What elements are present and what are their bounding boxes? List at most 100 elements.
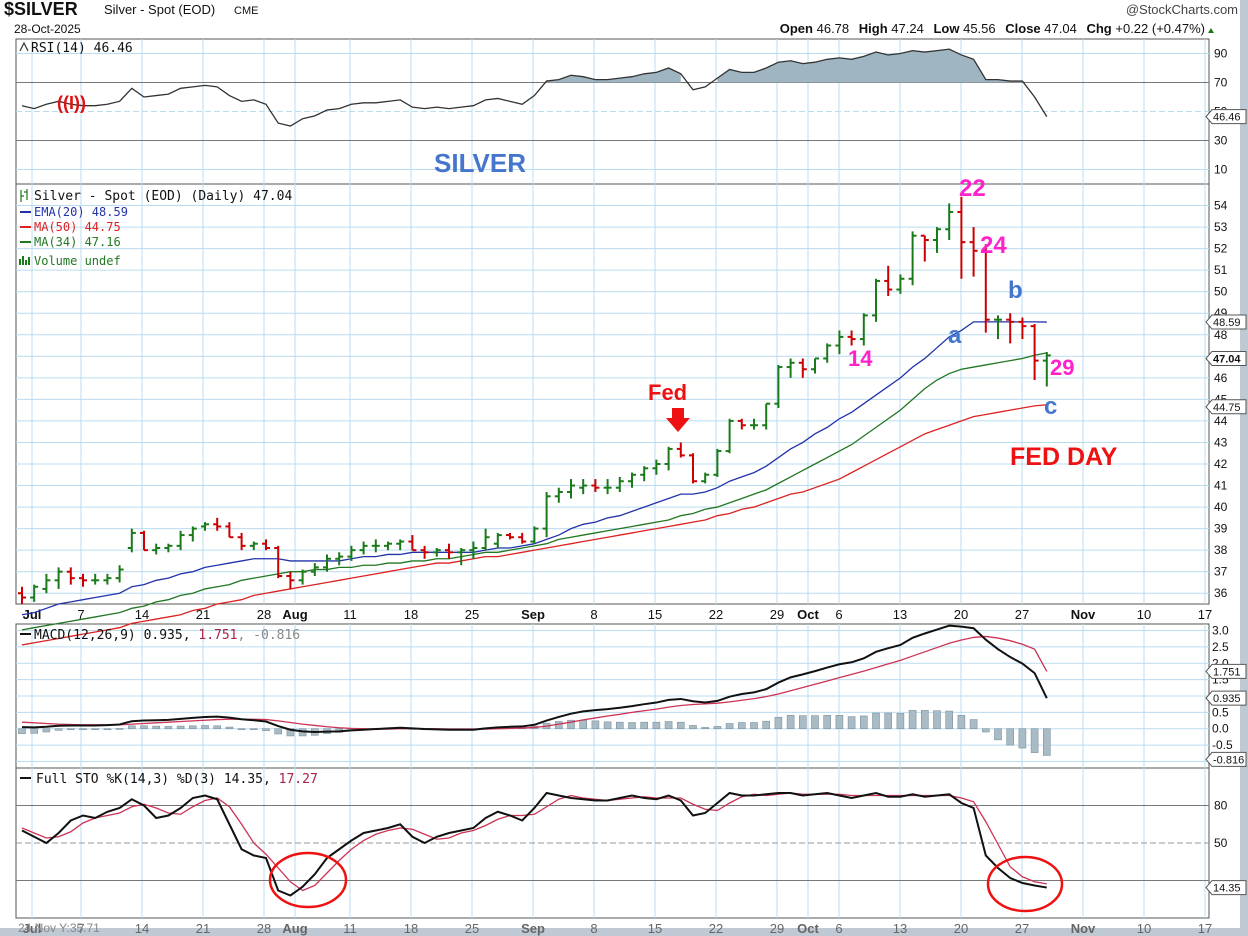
ohlc-bar [176,530,185,551]
ohlc-bar [713,448,722,477]
ohlc-bar [554,487,563,503]
macd-histogram-bar [896,713,905,730]
price-panel [15,183,1210,605]
annotations: ((I)) SILVER Fed FED DAY 22 24 14 29 a b… [57,93,1118,913]
label-29: 29 [1050,355,1074,380]
macd-histogram-bar [640,721,649,730]
price-tick-label: 38 [1214,543,1228,557]
macd-histogram-bar [786,715,795,730]
macd-histogram-bar [737,722,746,730]
ohlc-bar [908,231,917,286]
ohlc-bar [994,315,1002,340]
macd-histogram-bar [981,728,990,733]
sto-legend-a: Full STO %K(14,3) %D(3) 14.35, [36,772,279,787]
price-tick-label: 52 [1214,242,1228,256]
macd-histogram-bar [859,715,868,730]
macd-histogram-bar [237,728,246,731]
macd-histogram-bar [713,726,722,730]
ohlc-bar [1018,317,1027,340]
macd-histogram-bar [164,726,173,730]
price-tick-label: 53 [1214,220,1228,234]
header-date: 28-Oct-2025 [14,22,81,36]
ohlc-bar [469,541,478,559]
macd-histogram-bar [957,715,966,730]
price-tick-label: 36 [1214,586,1228,600]
rsi-chart [21,48,1048,127]
ohlc-bar [30,584,39,602]
ema-value-tag: 48.59 [1213,317,1241,329]
series-name: Silver - Spot (EOD) [104,2,215,17]
price-tick-label: 40 [1214,500,1228,514]
ohlc-bar [591,479,600,492]
ohlc-bar [445,543,453,559]
x-tick-label-bottom: 8 [590,921,597,936]
ohlc-bar [359,541,368,555]
x-tick-label: 29 [770,607,784,622]
ohlc-bar [1006,313,1015,344]
open-label: Open [780,21,813,36]
ohlc-bar [774,364,783,408]
ohlc-bar [457,548,466,566]
ema-value-tag-box [1205,314,1247,330]
ohlc-bar [725,418,734,454]
macd-histogram-bar [42,728,51,733]
x-tick-label: 7 [77,607,84,622]
x-tick-label-bottom: 15 [648,921,662,936]
ohlc-bar [542,492,551,538]
rsi-legend-icon [19,41,29,52]
macd-histogram-bar [262,728,270,731]
macd-tick-label: 3.0 [1212,624,1229,638]
x-tick-label-bottom: 27 [1015,921,1029,936]
macd-legend: MACD(12,26,9) 0.935, 1.751, -0.816 [20,628,300,643]
ohlc-bar [981,244,990,333]
macd-histogram-bar [884,712,893,730]
ohlc-bar [42,573,51,594]
x-tick-label: 28 [257,607,271,622]
ohlc-bar [969,227,978,277]
x-tick-label: 21 [196,607,210,622]
close-value-tag-box [1205,350,1247,366]
open-value: 46.78 [817,21,850,36]
fed-label: Fed [648,380,687,405]
rsi-tick-label: 70 [1214,76,1228,90]
macd-histogram-bar [1018,728,1027,749]
macd-histogram-bar [567,719,575,730]
ohlc-bar [530,526,539,544]
sto-value-tag: 14.35 [1213,883,1241,895]
macd-histogram-bar [152,725,160,730]
x-tick-label: 25 [465,607,479,622]
ohlc-bar [371,539,380,553]
exchange: CME [234,5,258,17]
sto-tick-label: 80 [1214,799,1228,813]
x-tick-label: Nov [1071,607,1096,622]
x-tick-label-bottom: 17 [1198,921,1212,936]
chg-value: +0.22 (+0.47%) [1115,21,1205,36]
ohlc-bar [384,541,392,551]
wave-c-label: c [1044,393,1057,420]
rsi-value-tag-box [1205,109,1247,125]
ohlc-bar [481,528,490,551]
x-tick-label: 20 [954,607,968,622]
ohlc-bar [750,418,758,430]
ohlc-bar [896,274,905,294]
x-tick-label-bottom: 10 [1137,921,1151,936]
x-tick-label-bottom: 6 [835,921,842,936]
macd-histogram-bar [664,721,673,730]
sto-d-line [21,792,1047,892]
sto-legend: Full STO %K(14,3) %D(3) 14.35, 17.27 [20,772,318,787]
price-tick-label: 39 [1214,522,1228,536]
x-tick-label: Oct [797,607,819,622]
sto-tick-label: 50 [1214,836,1228,850]
ohlc-bar [835,330,844,355]
x-tick-label-bottom: 20 [954,921,968,936]
macd-histogram-bar [652,721,661,730]
macd-histogram-bar [676,721,685,730]
ohlc-bar [18,586,26,604]
macd-histogram-bar [835,715,844,730]
macd-histogram-bar [128,725,136,730]
ohlc-bar [884,265,893,296]
ohlc-bar [225,522,234,539]
ohlc-bar [798,358,807,378]
chg-label: Chg [1086,21,1111,36]
sto-k-line [21,791,1047,897]
